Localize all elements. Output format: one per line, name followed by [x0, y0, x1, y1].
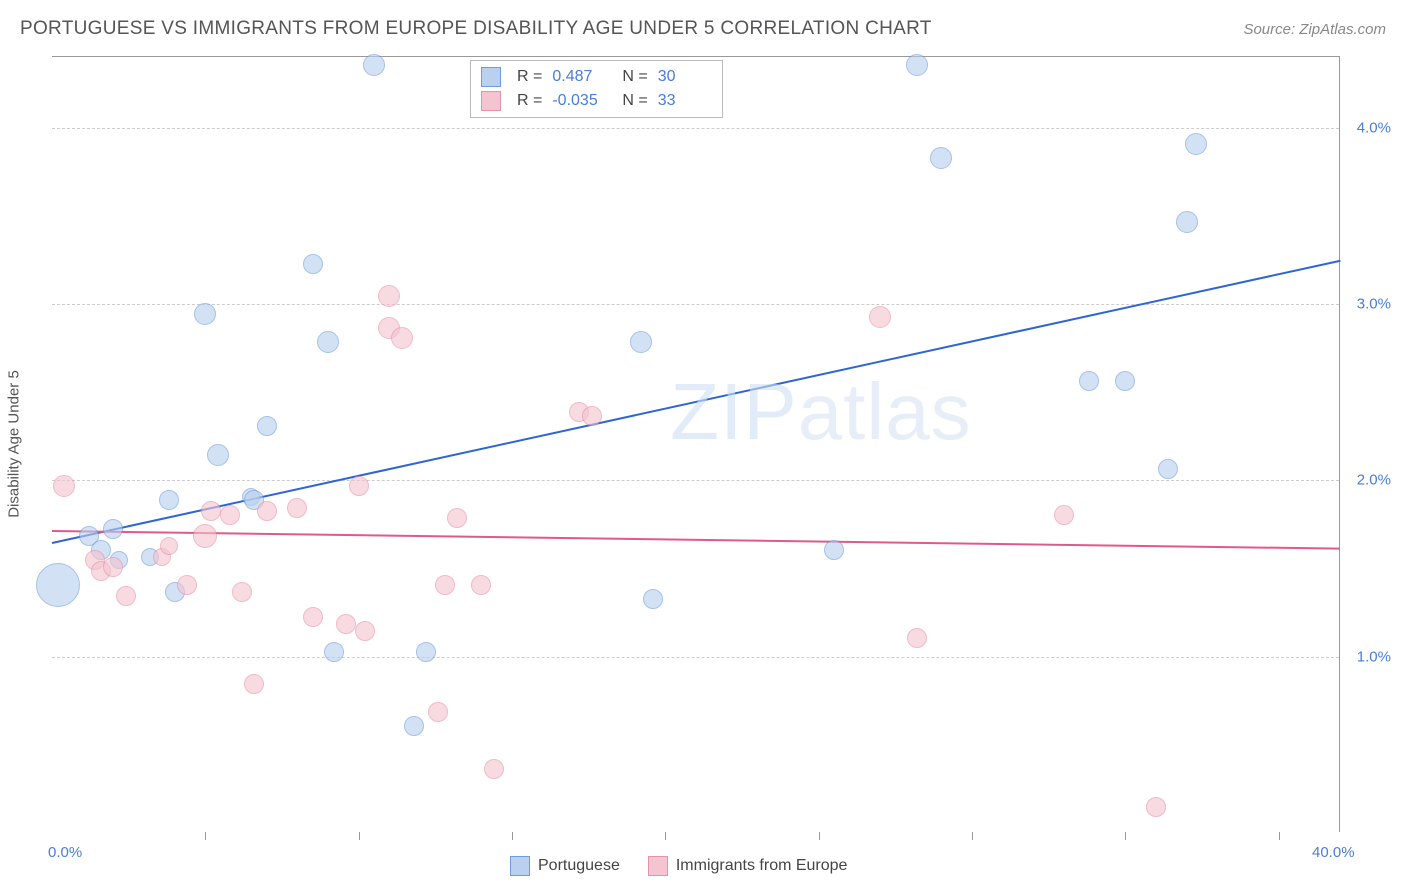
data-point: [363, 54, 385, 76]
x-tick: [972, 832, 973, 840]
data-point: [336, 614, 356, 634]
source-attribution: Source: ZipAtlas.com: [1243, 21, 1386, 38]
data-point: [1146, 797, 1166, 817]
data-point: [177, 575, 197, 595]
x-min-label: 0.0%: [48, 844, 82, 861]
data-point: [193, 524, 217, 548]
data-point: [582, 406, 602, 426]
data-point: [435, 575, 455, 595]
data-point: [220, 505, 240, 525]
y-axis-title: Disability Age Under 5: [6, 370, 23, 518]
data-point: [404, 716, 424, 736]
data-point: [428, 702, 448, 722]
data-point: [930, 147, 952, 169]
data-point: [303, 607, 323, 627]
gridline: [52, 657, 1339, 658]
x-tick: [205, 832, 206, 840]
data-point: [630, 331, 652, 353]
series-legend-item-portuguese: Portuguese: [510, 856, 620, 876]
n-label: N =: [622, 92, 647, 110]
legend-swatch: [481, 91, 501, 111]
r-label: R =: [517, 92, 542, 110]
data-point: [159, 490, 179, 510]
x-tick: [1125, 832, 1126, 840]
data-point: [303, 254, 323, 274]
x-tick: [1279, 832, 1280, 840]
r-label: R =: [517, 68, 542, 86]
data-point: [1054, 505, 1074, 525]
data-point: [907, 628, 927, 648]
data-point: [1158, 459, 1178, 479]
data-point: [378, 285, 400, 307]
data-point: [317, 331, 339, 353]
data-point: [194, 303, 216, 325]
y-tick-label: 2.0%: [1357, 472, 1391, 489]
data-point: [484, 759, 504, 779]
n-value: 33: [658, 92, 712, 110]
y-tick-label: 3.0%: [1357, 295, 1391, 312]
data-point: [869, 306, 891, 328]
gridline: [52, 128, 1339, 129]
data-point: [201, 501, 221, 521]
data-point: [643, 589, 663, 609]
gridline: [52, 480, 1339, 481]
data-point: [257, 416, 277, 436]
data-point: [287, 498, 307, 518]
data-point: [447, 508, 467, 528]
data-point: [103, 557, 123, 577]
data-point: [103, 519, 123, 539]
r-value: -0.035: [552, 92, 606, 110]
data-point: [1176, 211, 1198, 233]
page-title: PORTUGUESE VS IMMIGRANTS FROM EUROPE DIS…: [20, 18, 932, 40]
r-value: 0.487: [552, 68, 606, 86]
x-tick: [359, 832, 360, 840]
n-label: N =: [622, 68, 647, 86]
data-point: [160, 537, 178, 555]
legend-row-immigrants: R = -0.035 N = 33: [481, 89, 712, 113]
legend-row-portuguese: R = 0.487 N = 30: [481, 65, 712, 89]
series-label: Immigrants from Europe: [676, 857, 848, 875]
legend-swatch: [648, 856, 668, 876]
x-tick: [665, 832, 666, 840]
data-point: [416, 642, 436, 662]
x-tick: [819, 832, 820, 840]
data-point: [391, 327, 413, 349]
y-tick-label: 4.0%: [1357, 119, 1391, 136]
legend-swatch: [510, 856, 530, 876]
data-point: [36, 563, 80, 607]
trendline-immigrants: [52, 530, 1340, 550]
x-max-label: 40.0%: [1312, 844, 1355, 861]
data-point: [53, 475, 75, 497]
data-point: [116, 586, 136, 606]
data-point: [349, 476, 369, 496]
data-point: [1079, 371, 1099, 391]
data-point: [824, 540, 844, 560]
scatter-plot-area: 1.0%2.0%3.0%4.0%: [52, 56, 1340, 832]
series-legend: Portuguese Immigrants from Europe: [510, 856, 847, 876]
data-point: [1115, 371, 1135, 391]
data-point: [257, 501, 277, 521]
correlation-legend: R = 0.487 N = 30 R = -0.035 N = 33: [470, 60, 723, 118]
data-point: [906, 54, 928, 76]
data-point: [1185, 133, 1207, 155]
y-tick-label: 1.0%: [1357, 648, 1391, 665]
n-value: 30: [658, 68, 712, 86]
data-point: [324, 642, 344, 662]
series-legend-item-immigrants: Immigrants from Europe: [648, 856, 848, 876]
data-point: [232, 582, 252, 602]
data-point: [207, 444, 229, 466]
x-tick: [512, 832, 513, 840]
series-label: Portuguese: [538, 857, 620, 875]
data-point: [471, 575, 491, 595]
legend-swatch: [481, 67, 501, 87]
data-point: [355, 621, 375, 641]
data-point: [244, 674, 264, 694]
